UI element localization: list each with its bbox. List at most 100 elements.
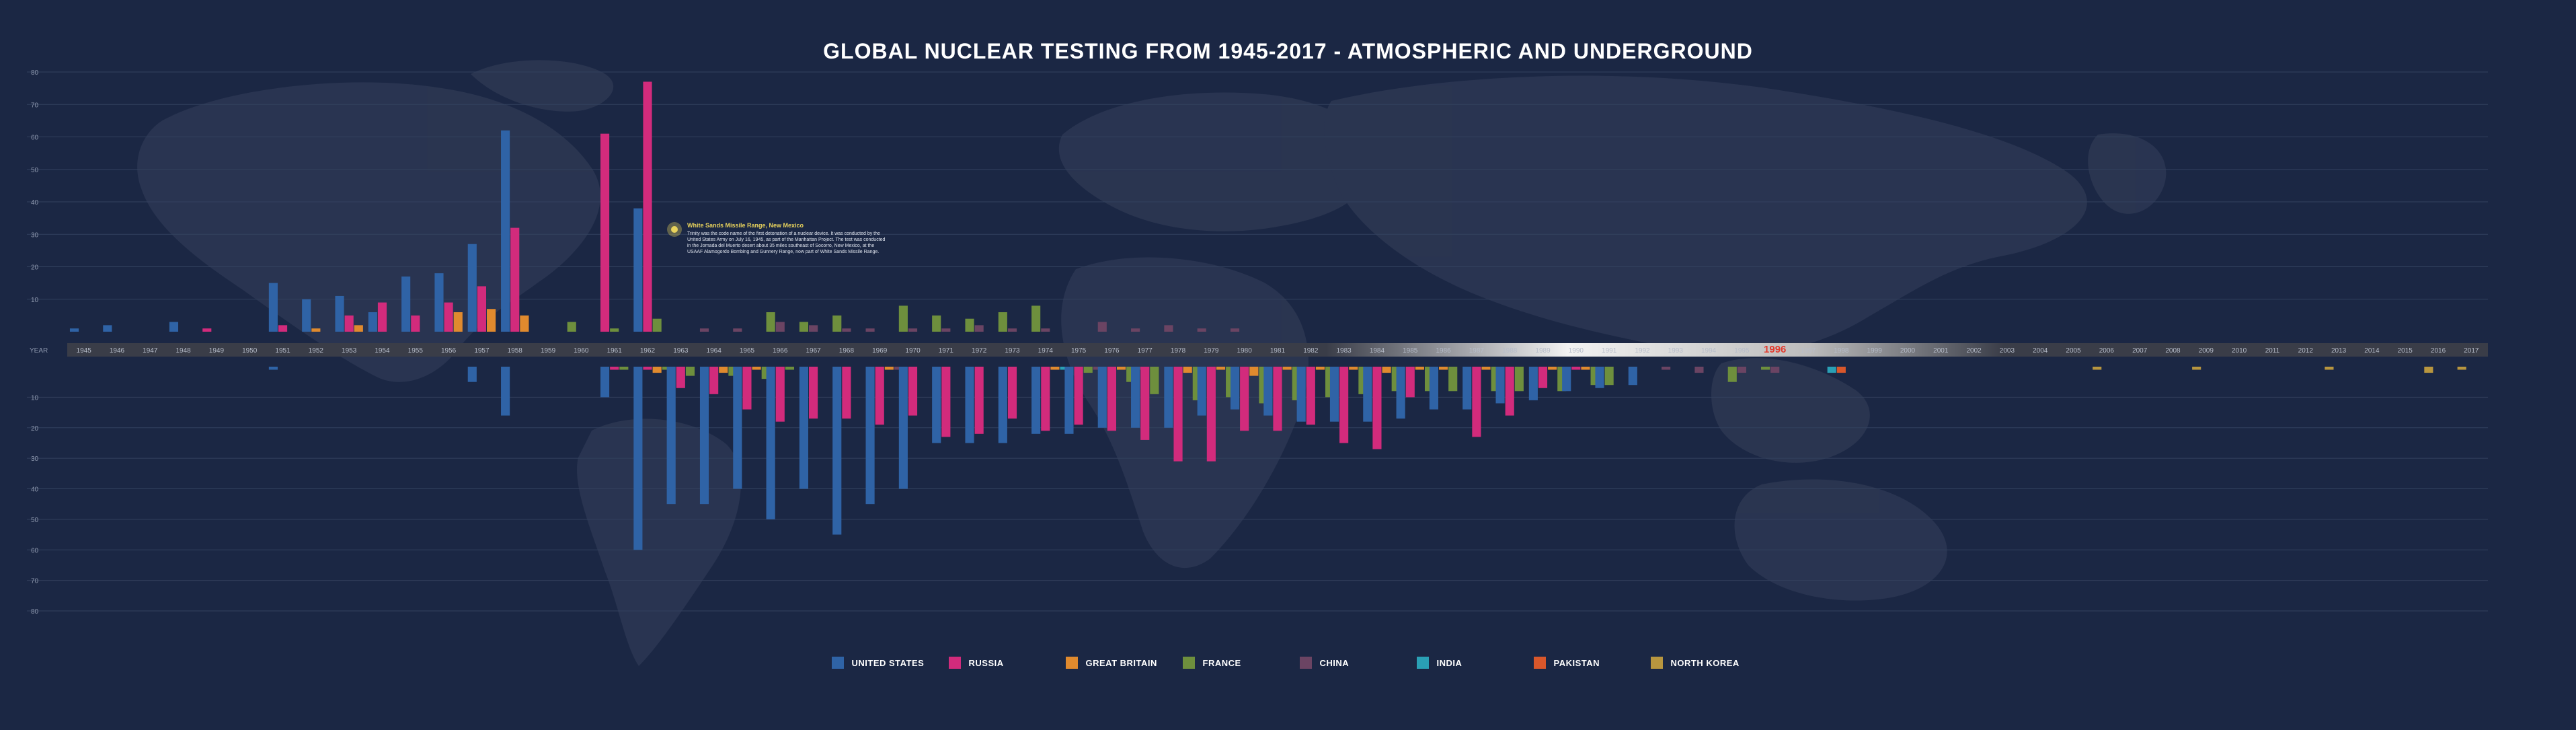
bar-underground[interactable] [1382, 367, 1391, 373]
bar-underground[interactable] [2457, 367, 2466, 370]
bar-atmospheric[interactable] [643, 81, 652, 332]
year-label[interactable]: 1987 [1469, 347, 1485, 355]
bar-underground[interactable] [1050, 367, 1060, 370]
year-label[interactable]: 1972 [972, 347, 987, 355]
marker-dot[interactable] [671, 226, 678, 233]
bar-atmospheric[interactable] [411, 315, 420, 332]
bar-underground[interactable] [1562, 367, 1571, 392]
bar-underground[interactable] [1107, 367, 1116, 431]
legend-item[interactable]: CHINA [1299, 657, 1394, 669]
year-label[interactable]: 1971 [939, 347, 954, 355]
year-label[interactable]: 1963 [673, 347, 689, 355]
bar-atmospheric[interactable] [610, 328, 619, 332]
year-label[interactable]: 1999 [1867, 347, 1883, 355]
bar-underground[interactable] [600, 367, 610, 398]
year-label[interactable]: 1949 [209, 347, 225, 355]
bar-underground[interactable] [2192, 367, 2201, 370]
bar-atmospheric[interactable] [998, 312, 1007, 332]
year-label[interactable]: 1946 [110, 347, 125, 355]
year-label[interactable]: 1959 [541, 347, 556, 355]
year-label[interactable]: 2005 [2066, 347, 2081, 355]
bar-atmospheric[interactable] [965, 318, 974, 332]
year-label[interactable]: 2017 [2464, 347, 2479, 355]
bar-underground[interactable] [1429, 367, 1438, 410]
year-label[interactable]: 2001 [1933, 347, 1949, 355]
year-label[interactable]: 1982 [1303, 347, 1319, 355]
bar-underground[interactable] [1505, 367, 1514, 416]
bar-underground[interactable] [1372, 367, 1382, 449]
bar-underground[interactable] [1548, 367, 1557, 370]
bar-atmospheric[interactable] [487, 309, 496, 332]
bar-underground[interactable] [1060, 367, 1069, 370]
bar-underground[interactable] [1296, 367, 1306, 422]
year-label[interactable]: 1986 [1436, 347, 1451, 355]
year-label[interactable]: 1945 [77, 347, 92, 355]
bar-atmospheric[interactable] [809, 325, 818, 332]
legend-item[interactable]: GREAT BRITAIN [1065, 657, 1160, 669]
year-label[interactable]: 1967 [806, 347, 821, 355]
bar-underground[interactable] [652, 367, 662, 373]
bar-underground[interactable] [733, 367, 742, 489]
bar-atmospheric[interactable] [775, 322, 785, 332]
bar-atmospheric[interactable] [467, 244, 477, 332]
bar-underground[interactable] [1571, 367, 1581, 370]
bar-atmospheric[interactable] [898, 305, 908, 332]
bar-underground[interactable] [1694, 367, 1704, 373]
bar-atmospheric[interactable] [510, 227, 520, 332]
bar-underground[interactable] [1514, 367, 1524, 392]
bar-atmospheric[interactable] [268, 283, 278, 332]
legend-item[interactable]: FRANCE [1182, 657, 1277, 669]
year-label[interactable]: 1962 [640, 347, 656, 355]
bar-underground[interactable] [1363, 367, 1372, 422]
bar-atmospheric[interactable] [1230, 328, 1240, 332]
bar-underground[interactable] [974, 367, 984, 434]
bar-underground[interactable] [1462, 367, 1472, 410]
year-label[interactable]: 1970 [905, 347, 921, 355]
bar-underground[interactable] [1604, 367, 1614, 386]
year-label[interactable]: 1954 [375, 347, 390, 355]
bar-underground[interactable] [610, 367, 619, 370]
bar-atmospheric[interactable] [1164, 325, 1173, 332]
bar-atmospheric[interactable] [354, 325, 363, 332]
bar-underground[interactable] [908, 367, 918, 416]
year-label[interactable]: 1983 [1337, 347, 1352, 355]
bar-underground[interactable] [1448, 367, 1458, 392]
bar-atmospheric[interactable] [368, 312, 377, 332]
trinity-marker[interactable] [667, 222, 682, 237]
bar-underground[interactable] [1083, 367, 1093, 373]
year-label[interactable]: 1981 [1270, 347, 1286, 355]
bar-atmospheric[interactable] [444, 302, 453, 332]
bar-underground[interactable] [941, 367, 951, 437]
bar-underground[interactable] [666, 367, 676, 505]
bar-underground[interactable] [832, 367, 842, 535]
legend-item[interactable]: RUSSIA [948, 657, 1043, 669]
bar-underground[interactable] [643, 367, 652, 370]
bar-atmospheric[interactable] [434, 273, 444, 332]
bar-atmospheric[interactable] [832, 315, 842, 332]
bar-underground[interactable] [2424, 367, 2433, 373]
year-label[interactable]: 1951 [275, 347, 290, 355]
bar-atmospheric[interactable] [567, 322, 576, 332]
bar-atmospheric[interactable] [842, 328, 851, 332]
bar-underground[interactable] [1074, 367, 1083, 425]
bar-atmospheric[interactable] [1031, 305, 1041, 332]
bar-underground[interactable] [676, 367, 685, 388]
bar-underground[interactable] [1315, 367, 1325, 370]
year-label[interactable]: 1998 [1834, 347, 1849, 355]
year-label[interactable]: 1990 [1569, 347, 1584, 355]
bar-underground[interactable] [1528, 367, 1538, 400]
year-label[interactable]: 1968 [839, 347, 855, 355]
bar-underground[interactable] [1150, 367, 1159, 394]
bar-underground[interactable] [1116, 367, 1126, 370]
year-label[interactable]: 1995 [1734, 347, 1750, 355]
year-label[interactable]: 1977 [1138, 347, 1153, 355]
bar-underground[interactable] [1093, 367, 1102, 370]
bar-underground[interactable] [894, 367, 904, 370]
bar-underground[interactable] [1349, 367, 1358, 370]
bar-underground[interactable] [1041, 367, 1050, 431]
bar-underground[interactable] [1306, 367, 1315, 425]
bar-atmospheric[interactable] [377, 302, 387, 332]
year-label[interactable]: 1969 [872, 347, 888, 355]
bar-underground[interactable] [1064, 367, 1074, 434]
year-label[interactable]: 1974 [1038, 347, 1054, 355]
